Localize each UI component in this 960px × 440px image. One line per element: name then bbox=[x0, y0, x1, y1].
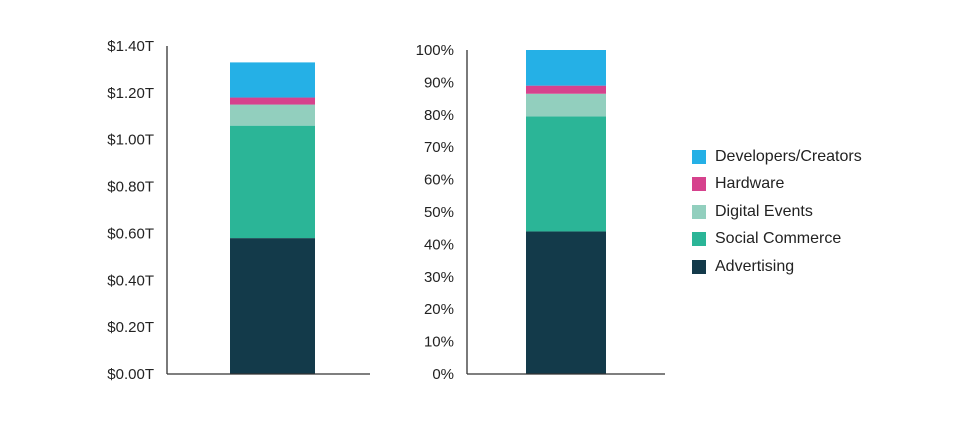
y-tick-label: 20% bbox=[424, 301, 454, 318]
y-tick-label: $0.20T bbox=[107, 319, 154, 336]
y-tick-label: 60% bbox=[424, 172, 454, 189]
y-tick-label: $1.00T bbox=[107, 132, 154, 149]
y-tick-label: 70% bbox=[424, 139, 454, 156]
legend-swatch bbox=[692, 259, 706, 274]
legend-item-advertising: Advertising bbox=[692, 253, 862, 281]
y-tick-label: 90% bbox=[424, 74, 454, 91]
legend-label: Advertising bbox=[715, 257, 795, 275]
bar-segment-developers-creators bbox=[526, 50, 606, 86]
y-tick-label: $1.40T bbox=[107, 38, 154, 55]
y-tick-label: 10% bbox=[424, 334, 454, 351]
y-tick-label: $0.40T bbox=[107, 272, 154, 289]
legend-item-social-commerce: Social Commerce bbox=[692, 226, 862, 254]
legend: Developers/Creators Hardware Digital Eve… bbox=[692, 143, 862, 281]
legend-swatch bbox=[692, 232, 706, 247]
legend-label: Hardware bbox=[715, 175, 785, 193]
chart-1: $0.00T $0.20T $0.40T $0.60T $0.80T $1.00T $1.2… bbox=[107, 38, 370, 383]
y-tick-label: 100% bbox=[416, 42, 454, 59]
bar-segment-advertising bbox=[526, 231, 606, 374]
y-tick-label: 50% bbox=[424, 204, 454, 221]
bar-segment-hardware bbox=[526, 85, 606, 94]
bar-segment-advertising bbox=[230, 238, 315, 374]
bar-segment-digital-events bbox=[230, 104, 315, 126]
chart-2: 0% 10% 20% 30% 40% 50% 60% 70% 80% 90% 100% bbox=[416, 42, 665, 383]
y-tick-label: 30% bbox=[424, 269, 454, 286]
y-tick-label: 80% bbox=[424, 107, 454, 124]
legend-label: Social Commerce bbox=[715, 230, 842, 248]
legend-swatch bbox=[692, 204, 706, 219]
legend-item-hardware: Hardware bbox=[692, 171, 862, 199]
y-tick-label: 0% bbox=[432, 366, 454, 383]
bar-segment-digital-events bbox=[526, 93, 606, 117]
y-tick-label: $1.20T bbox=[107, 85, 154, 102]
legend-item-developers-creators: Developers/Creators bbox=[692, 143, 862, 171]
legend-swatch bbox=[692, 149, 706, 164]
bar-segment-developers-creators bbox=[230, 62, 315, 98]
bar-segment-social-commerce bbox=[526, 116, 606, 232]
y-tick-label: $0.00T bbox=[107, 366, 154, 383]
y-tick-label: 40% bbox=[424, 236, 454, 253]
y-tick-label: $0.60T bbox=[107, 225, 154, 242]
bar-segment-hardware bbox=[230, 97, 315, 105]
legend-label: Digital Events bbox=[715, 202, 813, 220]
bar-segment-social-commerce bbox=[230, 125, 315, 239]
legend-item-digital-events: Digital Events bbox=[692, 198, 862, 226]
legend-label: Developers/Creators bbox=[715, 147, 862, 165]
legend-swatch bbox=[692, 177, 706, 192]
y-tick-label: $0.80T bbox=[107, 179, 154, 196]
